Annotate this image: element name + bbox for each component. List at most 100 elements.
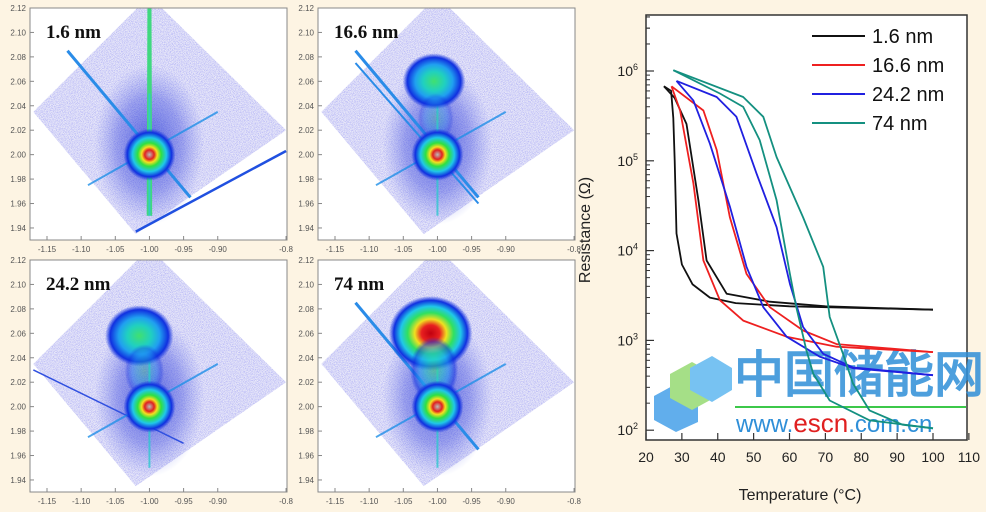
x-tick-label: -1.10 bbox=[360, 497, 379, 506]
y-tick-label: 2.12 bbox=[10, 256, 26, 265]
rsm-panel: 2.12 2.10 2.08 2.06 2.04 2.02 2.00 1.98 1.96 1.94… bbox=[10, 256, 293, 506]
y-tick-label: 2.04 bbox=[10, 354, 26, 363]
series-line-24-2-nm-branch_b bbox=[676, 80, 934, 377]
y-tick-label: 104 bbox=[617, 242, 638, 259]
panel-label: 1.6 nm bbox=[46, 22, 101, 43]
legend-label: 16.6 nm bbox=[872, 55, 944, 77]
legend-label: 24.2 nm bbox=[872, 84, 944, 106]
y-tick-label: 2.06 bbox=[298, 77, 314, 86]
panel-label: 16.6 nm bbox=[334, 22, 399, 43]
y-tick-label: 1.98 bbox=[298, 175, 314, 184]
x-tick-label: -0.95 bbox=[462, 497, 481, 506]
substrate-peak bbox=[123, 128, 176, 181]
series-line-16-6-nm-branch_b bbox=[670, 85, 934, 353]
watermark-url: www.escn.com.cn bbox=[735, 408, 932, 438]
x-tick-label: -1.15 bbox=[38, 497, 57, 506]
y-tick-label: 1.94 bbox=[298, 476, 314, 485]
y-tick-label: 2.08 bbox=[298, 305, 314, 314]
y-tick-label: 1.94 bbox=[298, 224, 314, 233]
y-tick-label: 2.02 bbox=[10, 126, 26, 135]
y-tick-label: 2.08 bbox=[10, 53, 26, 62]
x-tick-label: -1.00 bbox=[428, 245, 447, 254]
y-tick-label: 2.02 bbox=[298, 126, 314, 135]
x-tick-label: -1.10 bbox=[72, 245, 91, 254]
y-tick-label: 2.00 bbox=[298, 151, 314, 160]
y-tick-label: 1.94 bbox=[10, 476, 26, 485]
x-tick-label: -1.00 bbox=[140, 497, 159, 506]
x-tick-label: -0.90 bbox=[497, 245, 516, 254]
y-tick-label: 1.98 bbox=[298, 427, 314, 436]
legend-label: 74 nm bbox=[872, 113, 928, 135]
film-peak bbox=[402, 53, 466, 110]
x-tick-label: -1.05 bbox=[394, 245, 413, 254]
panel-label: 24.2 nm bbox=[46, 274, 111, 295]
y-tick-label: 2.06 bbox=[10, 77, 26, 86]
rsm-panel: 2.12 2.10 2.08 2.06 2.04 2.02 2.00 1.98 1.96 1.94… bbox=[10, 4, 293, 254]
x-tick-label: -1.05 bbox=[394, 497, 413, 506]
tick-exponent: 3 bbox=[633, 331, 638, 341]
y-tick-label: 1.96 bbox=[10, 452, 26, 461]
rsm-panel: 2.12 2.10 2.08 2.06 2.04 2.02 2.00 1.98 1.96 1.94… bbox=[298, 4, 581, 254]
tick-exponent: 5 bbox=[633, 152, 638, 162]
y-tick-label: 2.10 bbox=[10, 28, 26, 37]
watermark-logo bbox=[654, 356, 732, 432]
panel-label: 74 nm bbox=[334, 274, 384, 295]
x-tick-label: -1.05 bbox=[106, 497, 125, 506]
series-line-24-2-nm-branch_a bbox=[675, 80, 934, 377]
y-tick-label: 1.94 bbox=[10, 224, 26, 233]
y-tick-label: 105 bbox=[617, 152, 638, 169]
x-tick-label: -1.15 bbox=[326, 497, 345, 506]
y-tick-label: 2.06 bbox=[298, 329, 314, 338]
y-tick-label: 2.12 bbox=[298, 4, 314, 13]
y-tick-label: 106 bbox=[617, 62, 638, 79]
x-tick-label: -0.8 bbox=[279, 497, 293, 506]
x-tick-label: -1.05 bbox=[106, 245, 125, 254]
x-tick-label: -1.00 bbox=[140, 245, 159, 254]
y-tick-label: 2.12 bbox=[298, 256, 314, 265]
y-tick-label: 2.08 bbox=[298, 53, 314, 62]
substrate-peak bbox=[123, 380, 176, 433]
x-tick-label: -0.90 bbox=[497, 497, 516, 506]
x-tick-label: -0.8 bbox=[567, 497, 581, 506]
series-line-16-6-nm-branch_a bbox=[670, 85, 934, 353]
y-tick-label: 2.04 bbox=[10, 102, 26, 111]
y-tick-label: 2.02 bbox=[298, 378, 314, 387]
series-line-74-nm-branch_b bbox=[672, 69, 934, 430]
y-tick-label: 2.12 bbox=[10, 4, 26, 13]
y-axis-label: Resistance (Ω) bbox=[577, 177, 594, 283]
tick-base: 10 bbox=[617, 63, 633, 79]
x-tick-label: -1.10 bbox=[72, 497, 91, 506]
url-prefix: www. bbox=[735, 411, 793, 438]
y-tick-label: 2.00 bbox=[10, 151, 26, 160]
url-brand: escn bbox=[793, 408, 848, 438]
tick-base: 10 bbox=[617, 332, 633, 348]
x-tick-label: -1.00 bbox=[428, 497, 447, 506]
substrate-peak bbox=[411, 380, 464, 433]
y-tick-label: 2.02 bbox=[10, 378, 26, 387]
x-tick-label: 110 bbox=[958, 449, 981, 465]
tick-exponent: 2 bbox=[633, 421, 638, 431]
x-tick-label: 80 bbox=[853, 449, 869, 465]
x-tick-label: -1.10 bbox=[360, 245, 379, 254]
x-tick-label: -0.95 bbox=[174, 245, 193, 254]
tick-base: 10 bbox=[617, 422, 633, 438]
substrate-peak bbox=[411, 128, 464, 181]
x-tick-label: -0.95 bbox=[462, 245, 481, 254]
x-tick-label: 60 bbox=[782, 449, 798, 465]
tick-exponent: 6 bbox=[633, 62, 638, 72]
y-tick-label: 103 bbox=[617, 331, 638, 348]
x-axis-label: Temperature (°C) bbox=[739, 487, 862, 504]
x-tick-label: -0.8 bbox=[567, 245, 581, 254]
x-tick-label: -0.90 bbox=[209, 245, 228, 254]
x-tick-label: 90 bbox=[889, 449, 905, 465]
tick-base: 10 bbox=[617, 243, 633, 259]
x-tick-label: -0.90 bbox=[209, 497, 228, 506]
rsm-panel: 2.12 2.10 2.08 2.06 2.04 2.02 2.00 1.98 1.96 1.94… bbox=[298, 256, 581, 506]
x-tick-label: 100 bbox=[921, 449, 945, 465]
legend-label: 1.6 nm bbox=[872, 26, 933, 48]
tick-base: 10 bbox=[617, 153, 633, 169]
detector-streak bbox=[66, 49, 192, 199]
y-tick-label: 2.10 bbox=[10, 280, 26, 289]
y-tick-label: 1.98 bbox=[10, 427, 26, 436]
series-line-1-6-nm-branch_a bbox=[663, 85, 934, 311]
